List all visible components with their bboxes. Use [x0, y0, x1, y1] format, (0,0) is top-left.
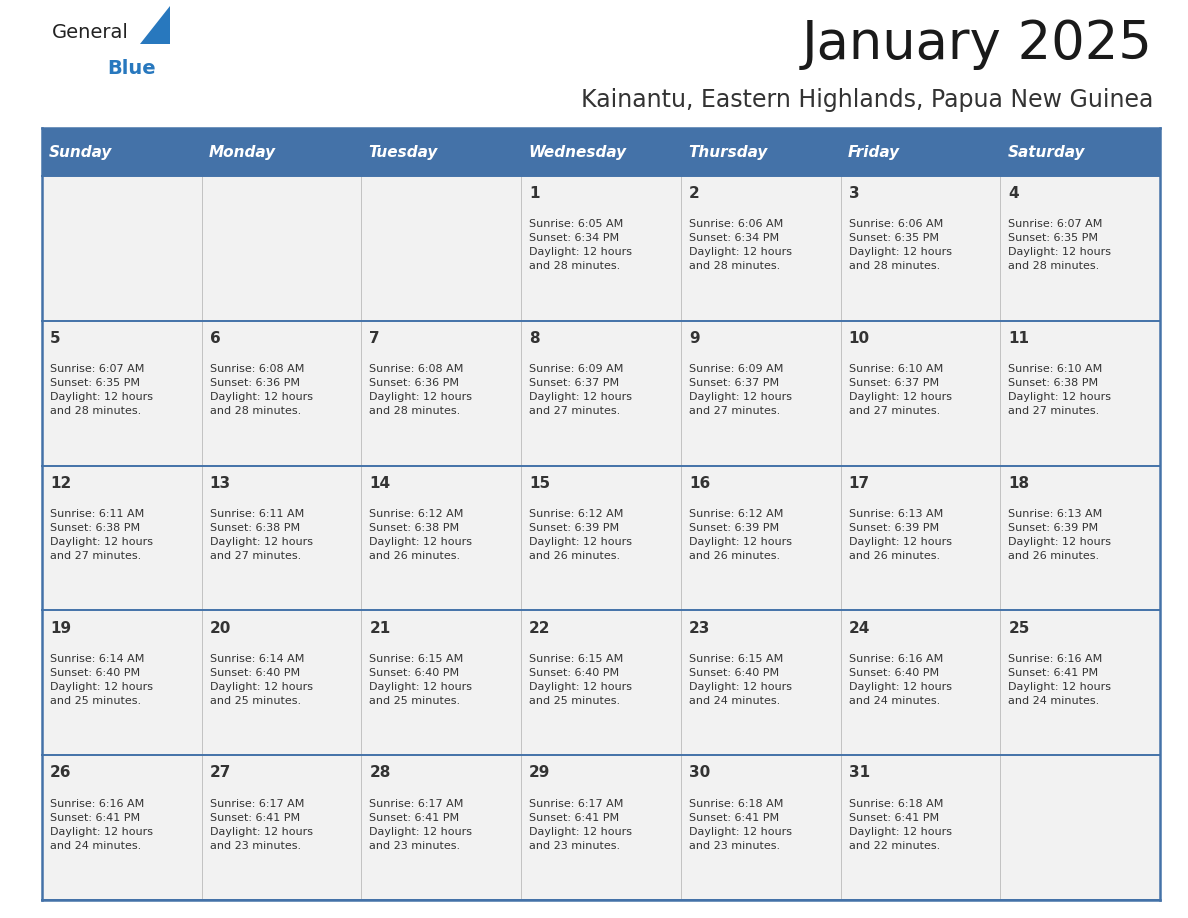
- Text: Blue: Blue: [107, 59, 156, 78]
- Text: 7: 7: [369, 330, 380, 346]
- Text: 8: 8: [529, 330, 539, 346]
- Text: Sunrise: 6:06 AM
Sunset: 6:34 PM
Daylight: 12 hours
and 28 minutes.: Sunrise: 6:06 AM Sunset: 6:34 PM Dayligh…: [689, 219, 792, 272]
- Text: 19: 19: [50, 621, 71, 635]
- Text: Sunrise: 6:16 AM
Sunset: 6:40 PM
Daylight: 12 hours
and 24 minutes.: Sunrise: 6:16 AM Sunset: 6:40 PM Dayligh…: [848, 654, 952, 706]
- Text: Tuesday: Tuesday: [368, 144, 438, 160]
- Text: Sunrise: 6:18 AM
Sunset: 6:41 PM
Daylight: 12 hours
and 22 minutes.: Sunrise: 6:18 AM Sunset: 6:41 PM Dayligh…: [848, 799, 952, 851]
- Text: Sunrise: 6:14 AM
Sunset: 6:40 PM
Daylight: 12 hours
and 25 minutes.: Sunrise: 6:14 AM Sunset: 6:40 PM Dayligh…: [210, 654, 312, 706]
- Text: 22: 22: [529, 621, 550, 635]
- Polygon shape: [140, 6, 170, 44]
- Text: 2: 2: [689, 186, 700, 201]
- Text: 5: 5: [50, 330, 61, 346]
- Text: 18: 18: [1009, 476, 1029, 491]
- Text: 24: 24: [848, 621, 870, 635]
- Text: Sunrise: 6:07 AM
Sunset: 6:35 PM
Daylight: 12 hours
and 28 minutes.: Sunrise: 6:07 AM Sunset: 6:35 PM Dayligh…: [50, 364, 153, 416]
- Text: 11: 11: [1009, 330, 1029, 346]
- Text: Sunrise: 6:17 AM
Sunset: 6:41 PM
Daylight: 12 hours
and 23 minutes.: Sunrise: 6:17 AM Sunset: 6:41 PM Dayligh…: [210, 799, 312, 851]
- Text: 15: 15: [529, 476, 550, 491]
- Text: General: General: [52, 23, 128, 42]
- Text: Sunrise: 6:09 AM
Sunset: 6:37 PM
Daylight: 12 hours
and 27 minutes.: Sunrise: 6:09 AM Sunset: 6:37 PM Dayligh…: [689, 364, 792, 416]
- Text: January 2025: January 2025: [802, 18, 1154, 70]
- Text: 30: 30: [689, 766, 710, 780]
- Bar: [42, 128, 1159, 176]
- Text: Sunday: Sunday: [49, 144, 113, 160]
- Text: 16: 16: [689, 476, 710, 491]
- Text: Sunrise: 6:13 AM
Sunset: 6:39 PM
Daylight: 12 hours
and 26 minutes.: Sunrise: 6:13 AM Sunset: 6:39 PM Dayligh…: [1009, 509, 1111, 561]
- Text: Sunrise: 6:07 AM
Sunset: 6:35 PM
Daylight: 12 hours
and 28 minutes.: Sunrise: 6:07 AM Sunset: 6:35 PM Dayligh…: [1009, 219, 1111, 272]
- Text: 14: 14: [369, 476, 391, 491]
- Text: 31: 31: [848, 766, 870, 780]
- Text: 17: 17: [848, 476, 870, 491]
- Text: 21: 21: [369, 621, 391, 635]
- Text: 23: 23: [689, 621, 710, 635]
- Text: Sunrise: 6:15 AM
Sunset: 6:40 PM
Daylight: 12 hours
and 25 minutes.: Sunrise: 6:15 AM Sunset: 6:40 PM Dayligh…: [529, 654, 632, 706]
- Bar: [42, 176, 1159, 900]
- Text: Sunrise: 6:11 AM
Sunset: 6:38 PM
Daylight: 12 hours
and 27 minutes.: Sunrise: 6:11 AM Sunset: 6:38 PM Dayligh…: [210, 509, 312, 561]
- Text: Sunrise: 6:13 AM
Sunset: 6:39 PM
Daylight: 12 hours
and 26 minutes.: Sunrise: 6:13 AM Sunset: 6:39 PM Dayligh…: [848, 509, 952, 561]
- Text: Saturday: Saturday: [1007, 144, 1085, 160]
- Text: 20: 20: [210, 621, 232, 635]
- Text: Friday: Friday: [848, 144, 899, 160]
- Text: Wednesday: Wednesday: [529, 144, 626, 160]
- Text: 6: 6: [210, 330, 221, 346]
- Text: Sunrise: 6:16 AM
Sunset: 6:41 PM
Daylight: 12 hours
and 24 minutes.: Sunrise: 6:16 AM Sunset: 6:41 PM Dayligh…: [50, 799, 153, 851]
- Text: Thursday: Thursday: [688, 144, 767, 160]
- Text: 12: 12: [50, 476, 71, 491]
- Text: Sunrise: 6:05 AM
Sunset: 6:34 PM
Daylight: 12 hours
and 28 minutes.: Sunrise: 6:05 AM Sunset: 6:34 PM Dayligh…: [529, 219, 632, 272]
- Text: Sunrise: 6:18 AM
Sunset: 6:41 PM
Daylight: 12 hours
and 23 minutes.: Sunrise: 6:18 AM Sunset: 6:41 PM Dayligh…: [689, 799, 792, 851]
- Text: 1: 1: [529, 186, 539, 201]
- Text: Sunrise: 6:09 AM
Sunset: 6:37 PM
Daylight: 12 hours
and 27 minutes.: Sunrise: 6:09 AM Sunset: 6:37 PM Dayligh…: [529, 364, 632, 416]
- Text: Sunrise: 6:08 AM
Sunset: 6:36 PM
Daylight: 12 hours
and 28 minutes.: Sunrise: 6:08 AM Sunset: 6:36 PM Dayligh…: [369, 364, 473, 416]
- Text: Sunrise: 6:06 AM
Sunset: 6:35 PM
Daylight: 12 hours
and 28 minutes.: Sunrise: 6:06 AM Sunset: 6:35 PM Dayligh…: [848, 219, 952, 272]
- Text: 25: 25: [1009, 621, 1030, 635]
- Text: Sunrise: 6:17 AM
Sunset: 6:41 PM
Daylight: 12 hours
and 23 minutes.: Sunrise: 6:17 AM Sunset: 6:41 PM Dayligh…: [369, 799, 473, 851]
- Text: 13: 13: [210, 476, 230, 491]
- Text: Sunrise: 6:17 AM
Sunset: 6:41 PM
Daylight: 12 hours
and 23 minutes.: Sunrise: 6:17 AM Sunset: 6:41 PM Dayligh…: [529, 799, 632, 851]
- Text: Sunrise: 6:15 AM
Sunset: 6:40 PM
Daylight: 12 hours
and 24 minutes.: Sunrise: 6:15 AM Sunset: 6:40 PM Dayligh…: [689, 654, 792, 706]
- Text: Sunrise: 6:14 AM
Sunset: 6:40 PM
Daylight: 12 hours
and 25 minutes.: Sunrise: 6:14 AM Sunset: 6:40 PM Dayligh…: [50, 654, 153, 706]
- Text: Sunrise: 6:08 AM
Sunset: 6:36 PM
Daylight: 12 hours
and 28 minutes.: Sunrise: 6:08 AM Sunset: 6:36 PM Dayligh…: [210, 364, 312, 416]
- Text: 27: 27: [210, 766, 232, 780]
- Text: Sunrise: 6:12 AM
Sunset: 6:39 PM
Daylight: 12 hours
and 26 minutes.: Sunrise: 6:12 AM Sunset: 6:39 PM Dayligh…: [689, 509, 792, 561]
- Text: 29: 29: [529, 766, 550, 780]
- Text: 9: 9: [689, 330, 700, 346]
- Text: Sunrise: 6:12 AM
Sunset: 6:39 PM
Daylight: 12 hours
and 26 minutes.: Sunrise: 6:12 AM Sunset: 6:39 PM Dayligh…: [529, 509, 632, 561]
- Text: Sunrise: 6:11 AM
Sunset: 6:38 PM
Daylight: 12 hours
and 27 minutes.: Sunrise: 6:11 AM Sunset: 6:38 PM Dayligh…: [50, 509, 153, 561]
- Text: 3: 3: [848, 186, 859, 201]
- Text: Sunrise: 6:16 AM
Sunset: 6:41 PM
Daylight: 12 hours
and 24 minutes.: Sunrise: 6:16 AM Sunset: 6:41 PM Dayligh…: [1009, 654, 1111, 706]
- Text: Sunrise: 6:15 AM
Sunset: 6:40 PM
Daylight: 12 hours
and 25 minutes.: Sunrise: 6:15 AM Sunset: 6:40 PM Dayligh…: [369, 654, 473, 706]
- Text: 10: 10: [848, 330, 870, 346]
- Text: Sunrise: 6:12 AM
Sunset: 6:38 PM
Daylight: 12 hours
and 26 minutes.: Sunrise: 6:12 AM Sunset: 6:38 PM Dayligh…: [369, 509, 473, 561]
- Text: 26: 26: [50, 766, 71, 780]
- Text: 28: 28: [369, 766, 391, 780]
- Text: Kainantu, Eastern Highlands, Papua New Guinea: Kainantu, Eastern Highlands, Papua New G…: [581, 88, 1154, 112]
- Text: Sunrise: 6:10 AM
Sunset: 6:38 PM
Daylight: 12 hours
and 27 minutes.: Sunrise: 6:10 AM Sunset: 6:38 PM Dayligh…: [1009, 364, 1111, 416]
- Text: Monday: Monday: [209, 144, 276, 160]
- Text: Sunrise: 6:10 AM
Sunset: 6:37 PM
Daylight: 12 hours
and 27 minutes.: Sunrise: 6:10 AM Sunset: 6:37 PM Dayligh…: [848, 364, 952, 416]
- Text: 4: 4: [1009, 186, 1019, 201]
